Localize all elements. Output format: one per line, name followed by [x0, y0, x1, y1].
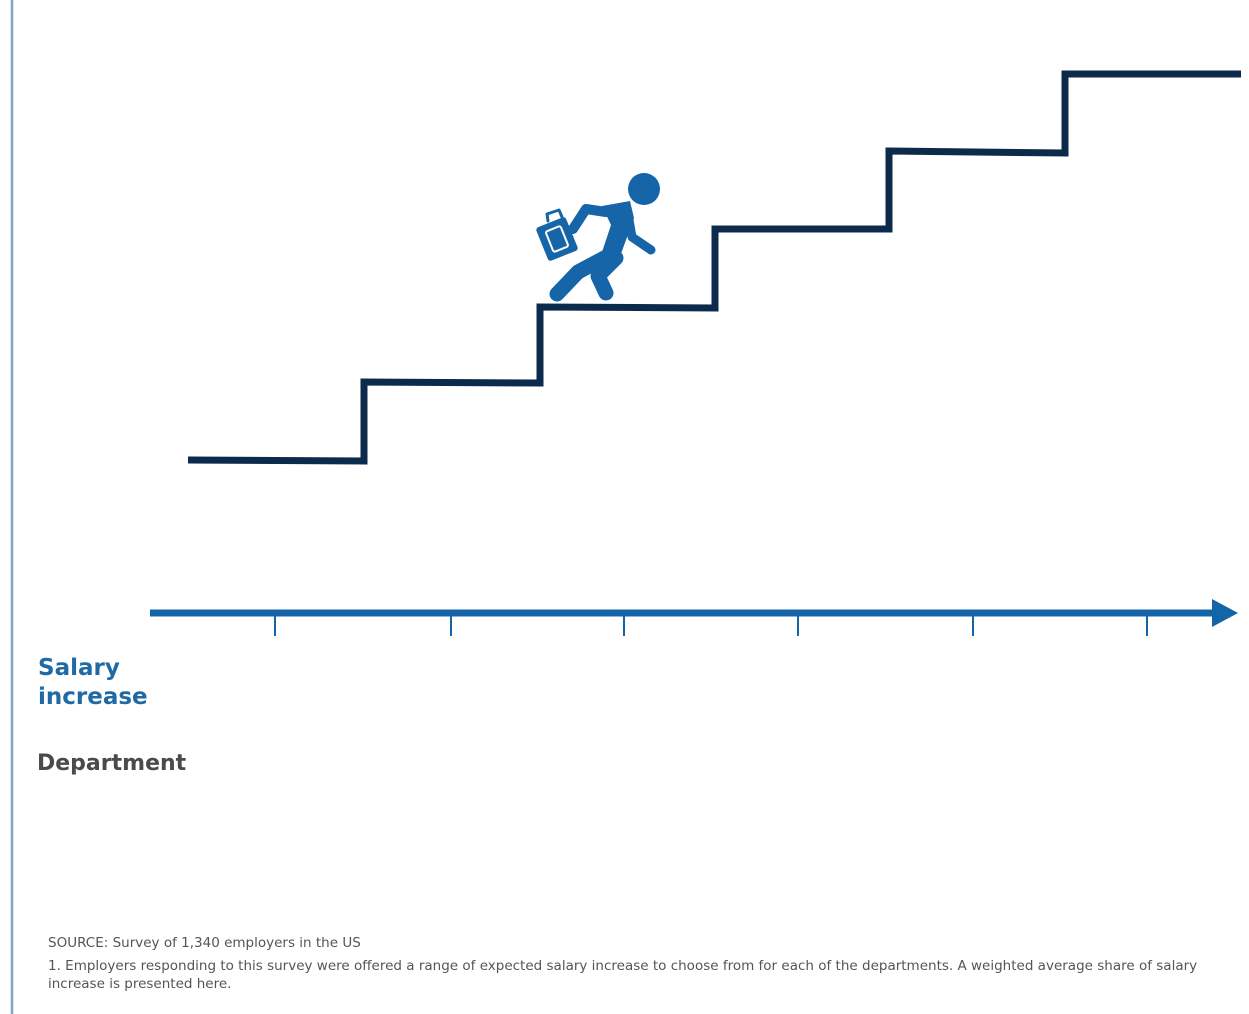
source-footnote: SOURCE: Survey of 1,340 employers in the…	[48, 935, 361, 951]
axis-ticks	[274, 616, 1148, 636]
staircase-line	[187, 70, 1241, 465]
arrow-right-icon	[1212, 599, 1238, 627]
salary-increase-label: Salary increase	[38, 655, 148, 710]
department-label: Department	[37, 751, 187, 776]
businessman-with-briefcase-climbing-icon	[536, 173, 660, 302]
footnote-1: 1. Employers responding to this survey w…	[48, 958, 1198, 992]
